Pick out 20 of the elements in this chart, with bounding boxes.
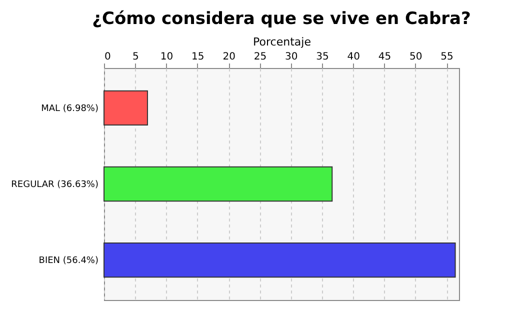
x-tick-label: 20: [222, 52, 236, 62]
y-tick-label: REGULAR (36.63%): [11, 180, 98, 190]
bar: [104, 90, 148, 126]
x-tick-label: 0: [104, 52, 111, 62]
x-tick-label: 45: [378, 52, 392, 62]
chart-title: ¿Cómo considera que se vive en Cabra?: [92, 9, 471, 29]
bar: [104, 242, 456, 278]
x-tick-label: 40: [347, 52, 360, 62]
x-tick-label: 35: [316, 52, 329, 62]
x-tick-label: 25: [254, 52, 267, 62]
y-tick-label: MAL (6.98%): [41, 104, 98, 114]
x-tick-label: 15: [192, 52, 204, 62]
y-tick-label: BIEN (56.4%): [38, 256, 98, 266]
x-tick-label: 10: [160, 52, 174, 62]
x-axis-title: Porcentaje: [253, 36, 312, 48]
bar: [104, 166, 333, 202]
x-tick-label: 50: [410, 52, 422, 62]
x-tick-label: 55: [440, 52, 454, 62]
x-tick-label: 5: [132, 52, 139, 62]
x-tick-label: 30: [284, 52, 298, 62]
